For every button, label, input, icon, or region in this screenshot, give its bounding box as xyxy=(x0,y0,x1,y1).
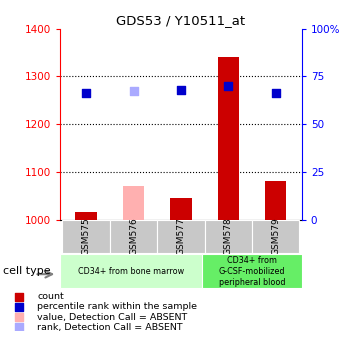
Text: GSM577: GSM577 xyxy=(176,218,186,255)
Point xyxy=(16,325,22,330)
Text: GSM575: GSM575 xyxy=(82,218,91,255)
Text: cell type: cell type xyxy=(3,266,51,276)
Bar xyxy=(170,198,192,220)
Point xyxy=(178,87,184,92)
Point xyxy=(83,90,89,96)
Bar xyxy=(205,220,252,253)
Text: GSM576: GSM576 xyxy=(129,218,138,255)
Bar xyxy=(218,57,239,220)
Text: GSM579: GSM579 xyxy=(271,218,280,255)
Text: CD34+ from bone marrow: CD34+ from bone marrow xyxy=(78,267,184,276)
Bar xyxy=(202,254,302,288)
Bar xyxy=(252,220,299,253)
Point xyxy=(273,91,279,96)
Text: CD34+ from
G-CSF-mobilized
peripheral blood: CD34+ from G-CSF-mobilized peripheral bl… xyxy=(219,256,285,287)
Bar xyxy=(62,220,110,253)
Point xyxy=(131,88,136,94)
Text: count: count xyxy=(37,292,64,301)
Point xyxy=(16,304,22,310)
Bar xyxy=(157,220,205,253)
Text: GSM578: GSM578 xyxy=(224,218,233,255)
Point xyxy=(226,83,231,89)
Bar xyxy=(123,186,144,220)
Text: percentile rank within the sample: percentile rank within the sample xyxy=(37,302,197,311)
Text: value, Detection Call = ABSENT: value, Detection Call = ABSENT xyxy=(37,313,188,322)
Bar xyxy=(75,212,97,220)
Bar xyxy=(60,254,202,288)
Title: GDS53 / Y10511_at: GDS53 / Y10511_at xyxy=(116,14,246,27)
Point xyxy=(16,314,22,320)
Bar xyxy=(110,220,157,253)
Text: rank, Detection Call = ABSENT: rank, Detection Call = ABSENT xyxy=(37,323,183,332)
Bar xyxy=(265,181,286,220)
Point xyxy=(16,294,22,300)
